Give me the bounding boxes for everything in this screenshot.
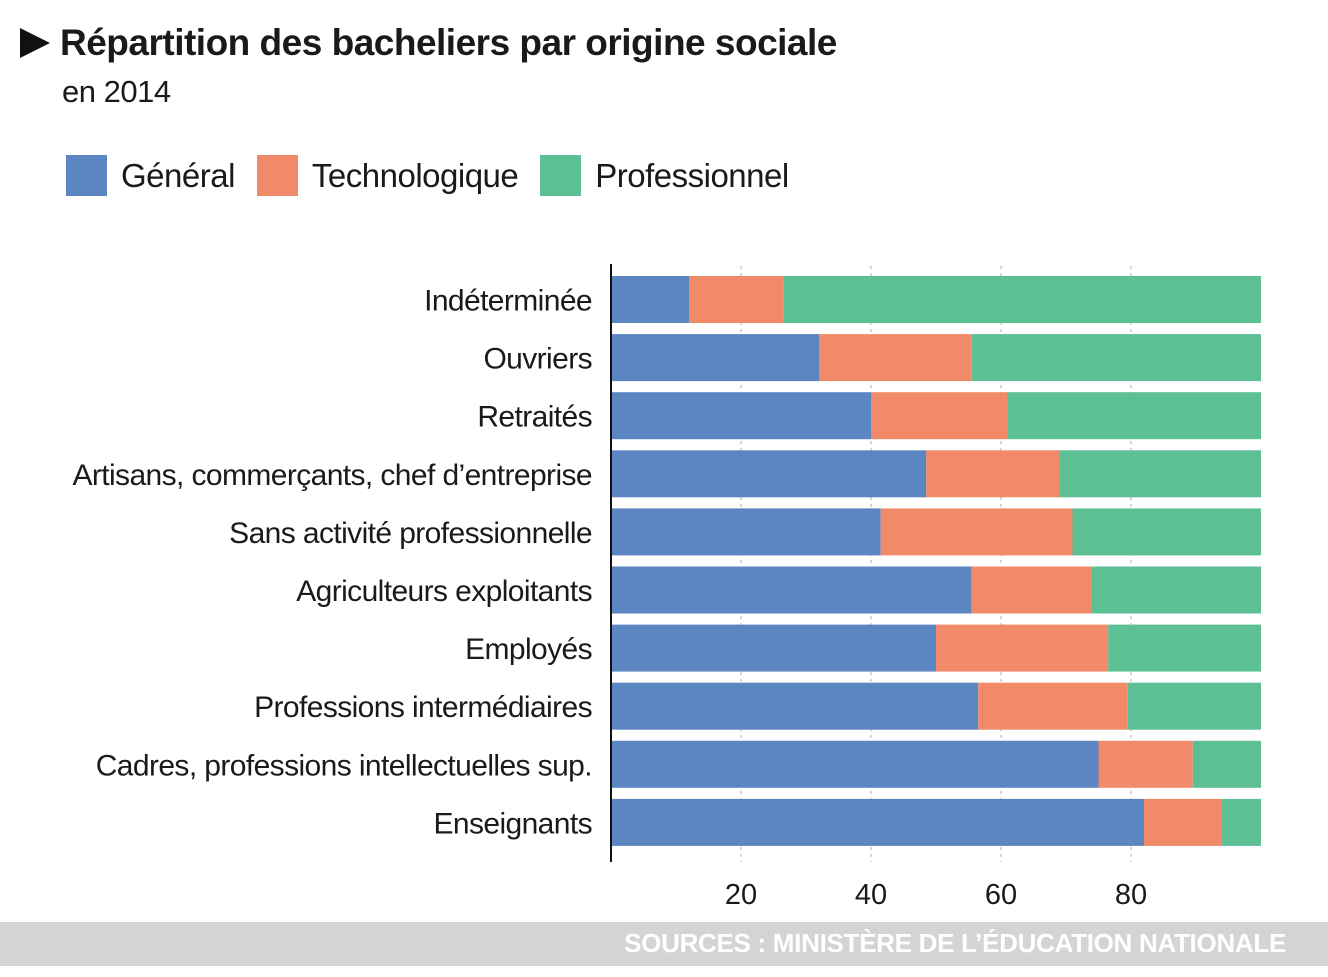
- bar-segment-professionnel: [1192, 740, 1261, 788]
- category-label: Ouvriers: [483, 343, 592, 376]
- category-label: Enseignants: [433, 807, 592, 840]
- bar-segment-technologique: [880, 508, 1073, 556]
- legend-item-general: Général: [66, 155, 235, 196]
- title-row: Répartition des bacheliers par origine s…: [20, 22, 837, 64]
- x-tick-label: 80: [1115, 879, 1147, 911]
- legend-item-technologique: Technologique: [256, 155, 519, 196]
- bar-segment-general: [611, 740, 1099, 788]
- source-note: SOURCES : MINISTÈRE DE L’ÉDUCATION NATIO…: [624, 928, 1286, 958]
- bar-segment-professionnel: [1092, 566, 1261, 614]
- x-tick-label: 20: [725, 879, 757, 911]
- category-label: Indéterminée: [424, 285, 592, 318]
- bar-segment-general: [611, 276, 689, 323]
- bar-segment-general: [611, 334, 819, 382]
- bar-segment-general: [611, 682, 979, 730]
- bar-segment-general: [611, 392, 871, 440]
- legend: Général Technologique Professionnel: [66, 155, 811, 196]
- legend-label-general: Général: [121, 156, 235, 194]
- footer-bar: SOURCES : MINISTÈRE DE L’ÉDUCATION NATIO…: [0, 922, 1328, 966]
- bar-segment-professionnel: [1007, 392, 1261, 440]
- bar-segment-professionnel: [1222, 798, 1261, 846]
- bar-segment-general: [611, 450, 927, 498]
- legend-swatch-general: [66, 155, 107, 196]
- legend-label-professionnel: Professionnel: [595, 156, 789, 194]
- bar-segment-technologique: [978, 682, 1128, 730]
- legend-swatch-professionnel: [540, 155, 582, 196]
- bar-segment-technologique: [1144, 798, 1222, 846]
- category-label: Retraités: [477, 401, 592, 434]
- bar-segment-professionnel: [1127, 682, 1261, 730]
- legend-label-technologique: Technologique: [311, 156, 519, 194]
- bar-segment-general: [611, 566, 972, 614]
- category-label: Employés: [465, 633, 592, 666]
- bar-segment-technologique: [819, 334, 972, 382]
- stacked-bar-chart: Indéterminée Ouvriers Retraités Artisans, c…: [72, 264, 1261, 911]
- bar-segment-technologique: [689, 276, 784, 323]
- legend-swatch-technologique: [256, 155, 298, 196]
- bar-segment-professionnel: [1059, 450, 1261, 498]
- chart-subtitle: en 2014: [62, 74, 171, 109]
- bar-segment-general: [611, 624, 936, 672]
- x-tick-label: 40: [855, 879, 887, 911]
- category-label: Artisans, commerçants, chef d’entreprise: [72, 459, 592, 492]
- bar-segment-technologique: [871, 392, 1008, 440]
- x-tick-label: 60: [985, 879, 1017, 911]
- play-arrow-icon: [20, 28, 50, 58]
- bar-segment-professionnel: [971, 334, 1261, 382]
- bar-segment-professionnel: [1108, 624, 1261, 672]
- legend-item-professionnel: Professionnel: [540, 155, 789, 196]
- category-label: Agriculteurs exploitants: [296, 575, 592, 608]
- bar-segment-technologique: [971, 566, 1092, 614]
- bar-segment-technologique: [936, 624, 1109, 672]
- category-label: Sans activité professionnelle: [229, 517, 592, 550]
- category-label: Cadres, professions intellectuelles sup.: [96, 749, 592, 782]
- category-label: Professions intermédiaires: [254, 691, 592, 724]
- bar-segment-general: [611, 798, 1144, 846]
- bar-segment-professionnel: [1072, 508, 1261, 556]
- bar-segment-technologique: [926, 450, 1060, 498]
- bar-segment-professionnel: [783, 276, 1261, 323]
- bar-segment-general: [611, 508, 881, 556]
- chart-title: Répartition des bacheliers par origine s…: [60, 22, 837, 63]
- bar-segment-technologique: [1098, 740, 1193, 788]
